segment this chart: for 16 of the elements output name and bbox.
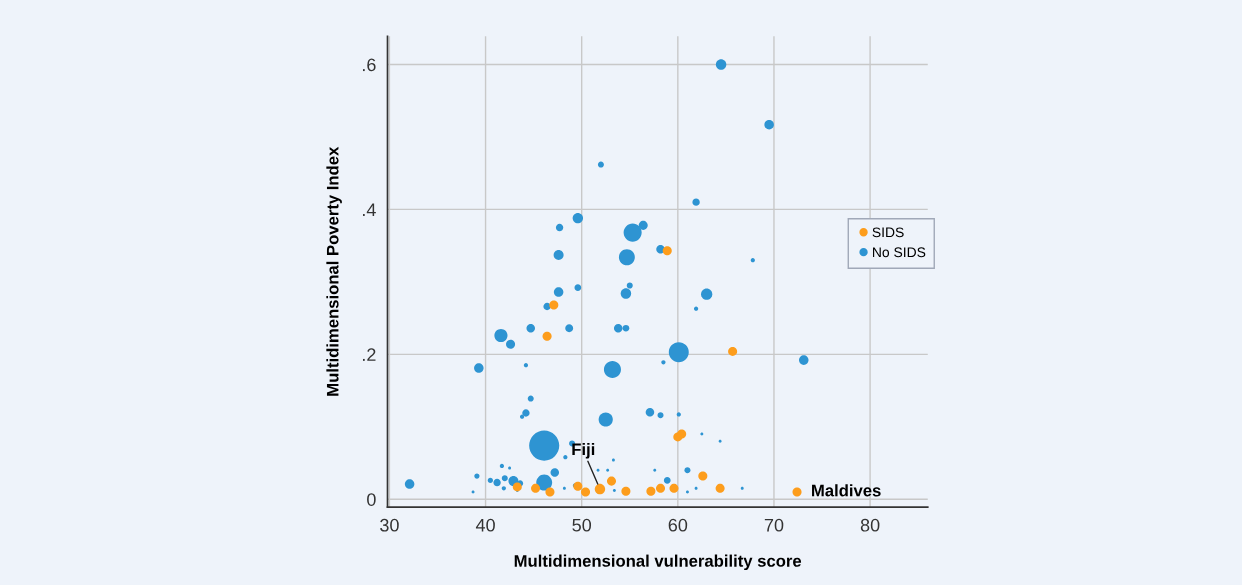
annotation: Fiji xyxy=(572,442,595,459)
x-tick-label: 40 xyxy=(475,518,495,532)
annotation: Maldives xyxy=(812,484,881,497)
legend-label: No SIDS xyxy=(873,247,926,258)
y-tick-label: .6 xyxy=(362,58,376,72)
x-axis-title: Multidimensional vulnerability score xyxy=(514,554,802,571)
y-tick-label: 0 xyxy=(367,493,376,506)
y-tick-label: .2 xyxy=(362,348,376,361)
x-tick-label: 60 xyxy=(668,518,688,532)
x-tick-label: 80 xyxy=(860,518,880,532)
legend-label: SIDS xyxy=(872,227,904,238)
y-axis-title: Multidimensional Poverty Index xyxy=(326,146,342,396)
y-tick-label: .4 xyxy=(362,203,376,216)
x-tick-label: 50 xyxy=(572,518,592,532)
x-tick-label: 30 xyxy=(380,518,399,532)
x-tick-label: 70 xyxy=(764,518,784,532)
